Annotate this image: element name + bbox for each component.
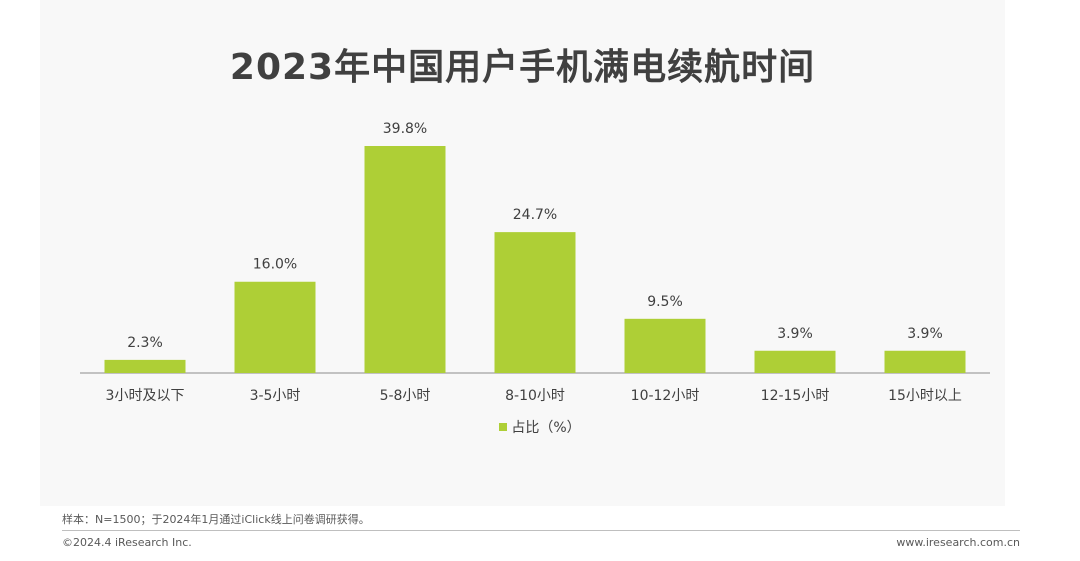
website-link[interactable]: www.iresearch.com.cn: [896, 536, 1020, 549]
category-label: 10-12小时: [631, 388, 700, 404]
bar-value-label: 24.7%: [513, 207, 557, 223]
bar-3: [494, 232, 576, 373]
category-label: 15小时以上: [888, 388, 962, 404]
bar-value-label: 3.9%: [777, 326, 813, 342]
category-label: 3-5小时: [250, 388, 301, 404]
category-label: 8-10小时: [505, 388, 565, 404]
bar-0: [104, 359, 186, 373]
bar-value-label: 16.0%: [253, 257, 297, 273]
bar-value-label: 3.9%: [907, 326, 943, 342]
footer-divider: [62, 530, 1020, 531]
bar-2: [364, 146, 446, 373]
legend: 占比（%）: [0, 417, 1080, 437]
bar-value-label: 9.5%: [647, 294, 683, 310]
legend-label: 占比（%）: [511, 420, 581, 436]
chart-title: 2023年中国用户手机满电续航时间: [229, 47, 816, 88]
bar-5: [754, 350, 836, 373]
bar-6: [884, 350, 966, 373]
category-label: 3小时及以下: [106, 388, 185, 404]
legend-swatch: [499, 423, 508, 431]
sample-note: 样本：N=1500；于2024年1月通过iClick线上问卷调研获得。: [62, 513, 370, 526]
bar-value-label: 39.8%: [383, 121, 427, 137]
category-label: 5-8小时: [380, 388, 431, 404]
category-label: 12-15小时: [761, 388, 830, 404]
bar-4: [624, 318, 706, 373]
copyright-text: ©2024.4 iResearch Inc.: [62, 536, 192, 549]
bar-value-label: 2.3%: [127, 335, 163, 351]
bar-1: [234, 281, 316, 373]
